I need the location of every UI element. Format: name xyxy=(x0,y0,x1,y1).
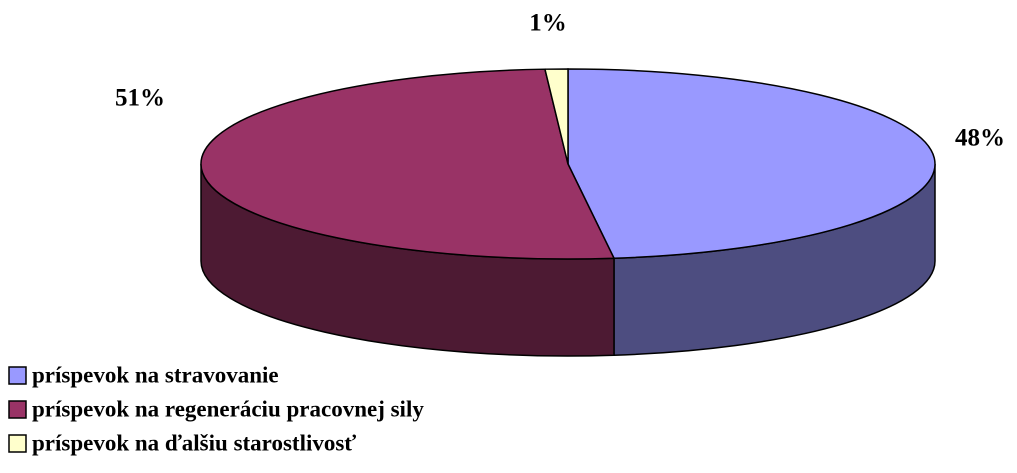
legend-label: príspevok na regeneráciu pracovnej sily xyxy=(32,396,424,421)
legend-label: príspevok na ďalšiu starostlivosť xyxy=(32,430,356,455)
data-label: 51% xyxy=(115,85,165,112)
legend-swatch xyxy=(8,366,27,385)
data-label: 48% xyxy=(955,125,1005,152)
pie-slice xyxy=(544,68,569,165)
legend-label: príspevok na stravovanie xyxy=(32,362,279,387)
pie-slice xyxy=(200,68,616,260)
legend-swatch xyxy=(8,434,27,453)
legend-swatch xyxy=(8,400,27,419)
data-label: 1% xyxy=(529,10,567,37)
pie-slice xyxy=(567,68,936,260)
